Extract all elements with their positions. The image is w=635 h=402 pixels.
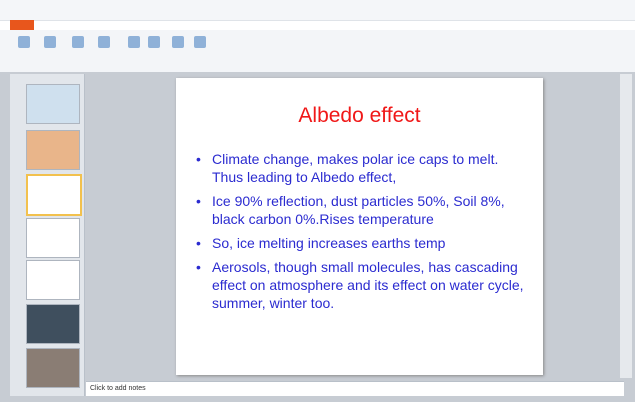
ribbon-button[interactable] [44,36,56,48]
bullet: So, ice melting increases earths temp [196,234,526,252]
slide-thumbnail[interactable] [26,130,80,170]
slide-thumbnail[interactable] [26,304,80,344]
scrollbar[interactable] [620,74,632,378]
slide: Albedo effect Climate change, makes pola… [176,78,543,375]
powerpoint-window: {"slide": {"title": "Albedo effect", "bu… [0,0,635,402]
slide-thumbnail[interactable] [26,260,80,300]
ribbon [0,30,635,73]
title-bar [0,0,635,21]
bullet: Ice 90% reflection, dust particles 50%, … [196,192,526,228]
ribbon-button[interactable] [128,36,140,48]
ribbon-button[interactable] [148,36,160,48]
file-tab[interactable] [10,20,34,30]
bullet-list: Climate change, makes polar ice caps to … [196,150,526,318]
bullet: Climate change, makes polar ice caps to … [196,150,526,186]
ribbon-button[interactable] [18,36,30,48]
ribbon-button[interactable] [172,36,184,48]
notes-pane[interactable]: Click to add notes [86,381,624,396]
bullet: Aerosols, though small molecules, has ca… [196,258,526,312]
slide-thumbnails [10,74,85,396]
slide-thumbnail[interactable] [26,84,80,124]
slide-thumbnail[interactable] [26,174,82,216]
ribbon-button[interactable] [98,36,110,48]
ribbon-button[interactable] [194,36,206,48]
slide-thumbnail[interactable] [26,348,80,388]
slide-title[interactable]: Albedo effect [176,104,543,128]
slide-thumbnail[interactable] [26,218,80,258]
ribbon-button[interactable] [72,36,84,48]
